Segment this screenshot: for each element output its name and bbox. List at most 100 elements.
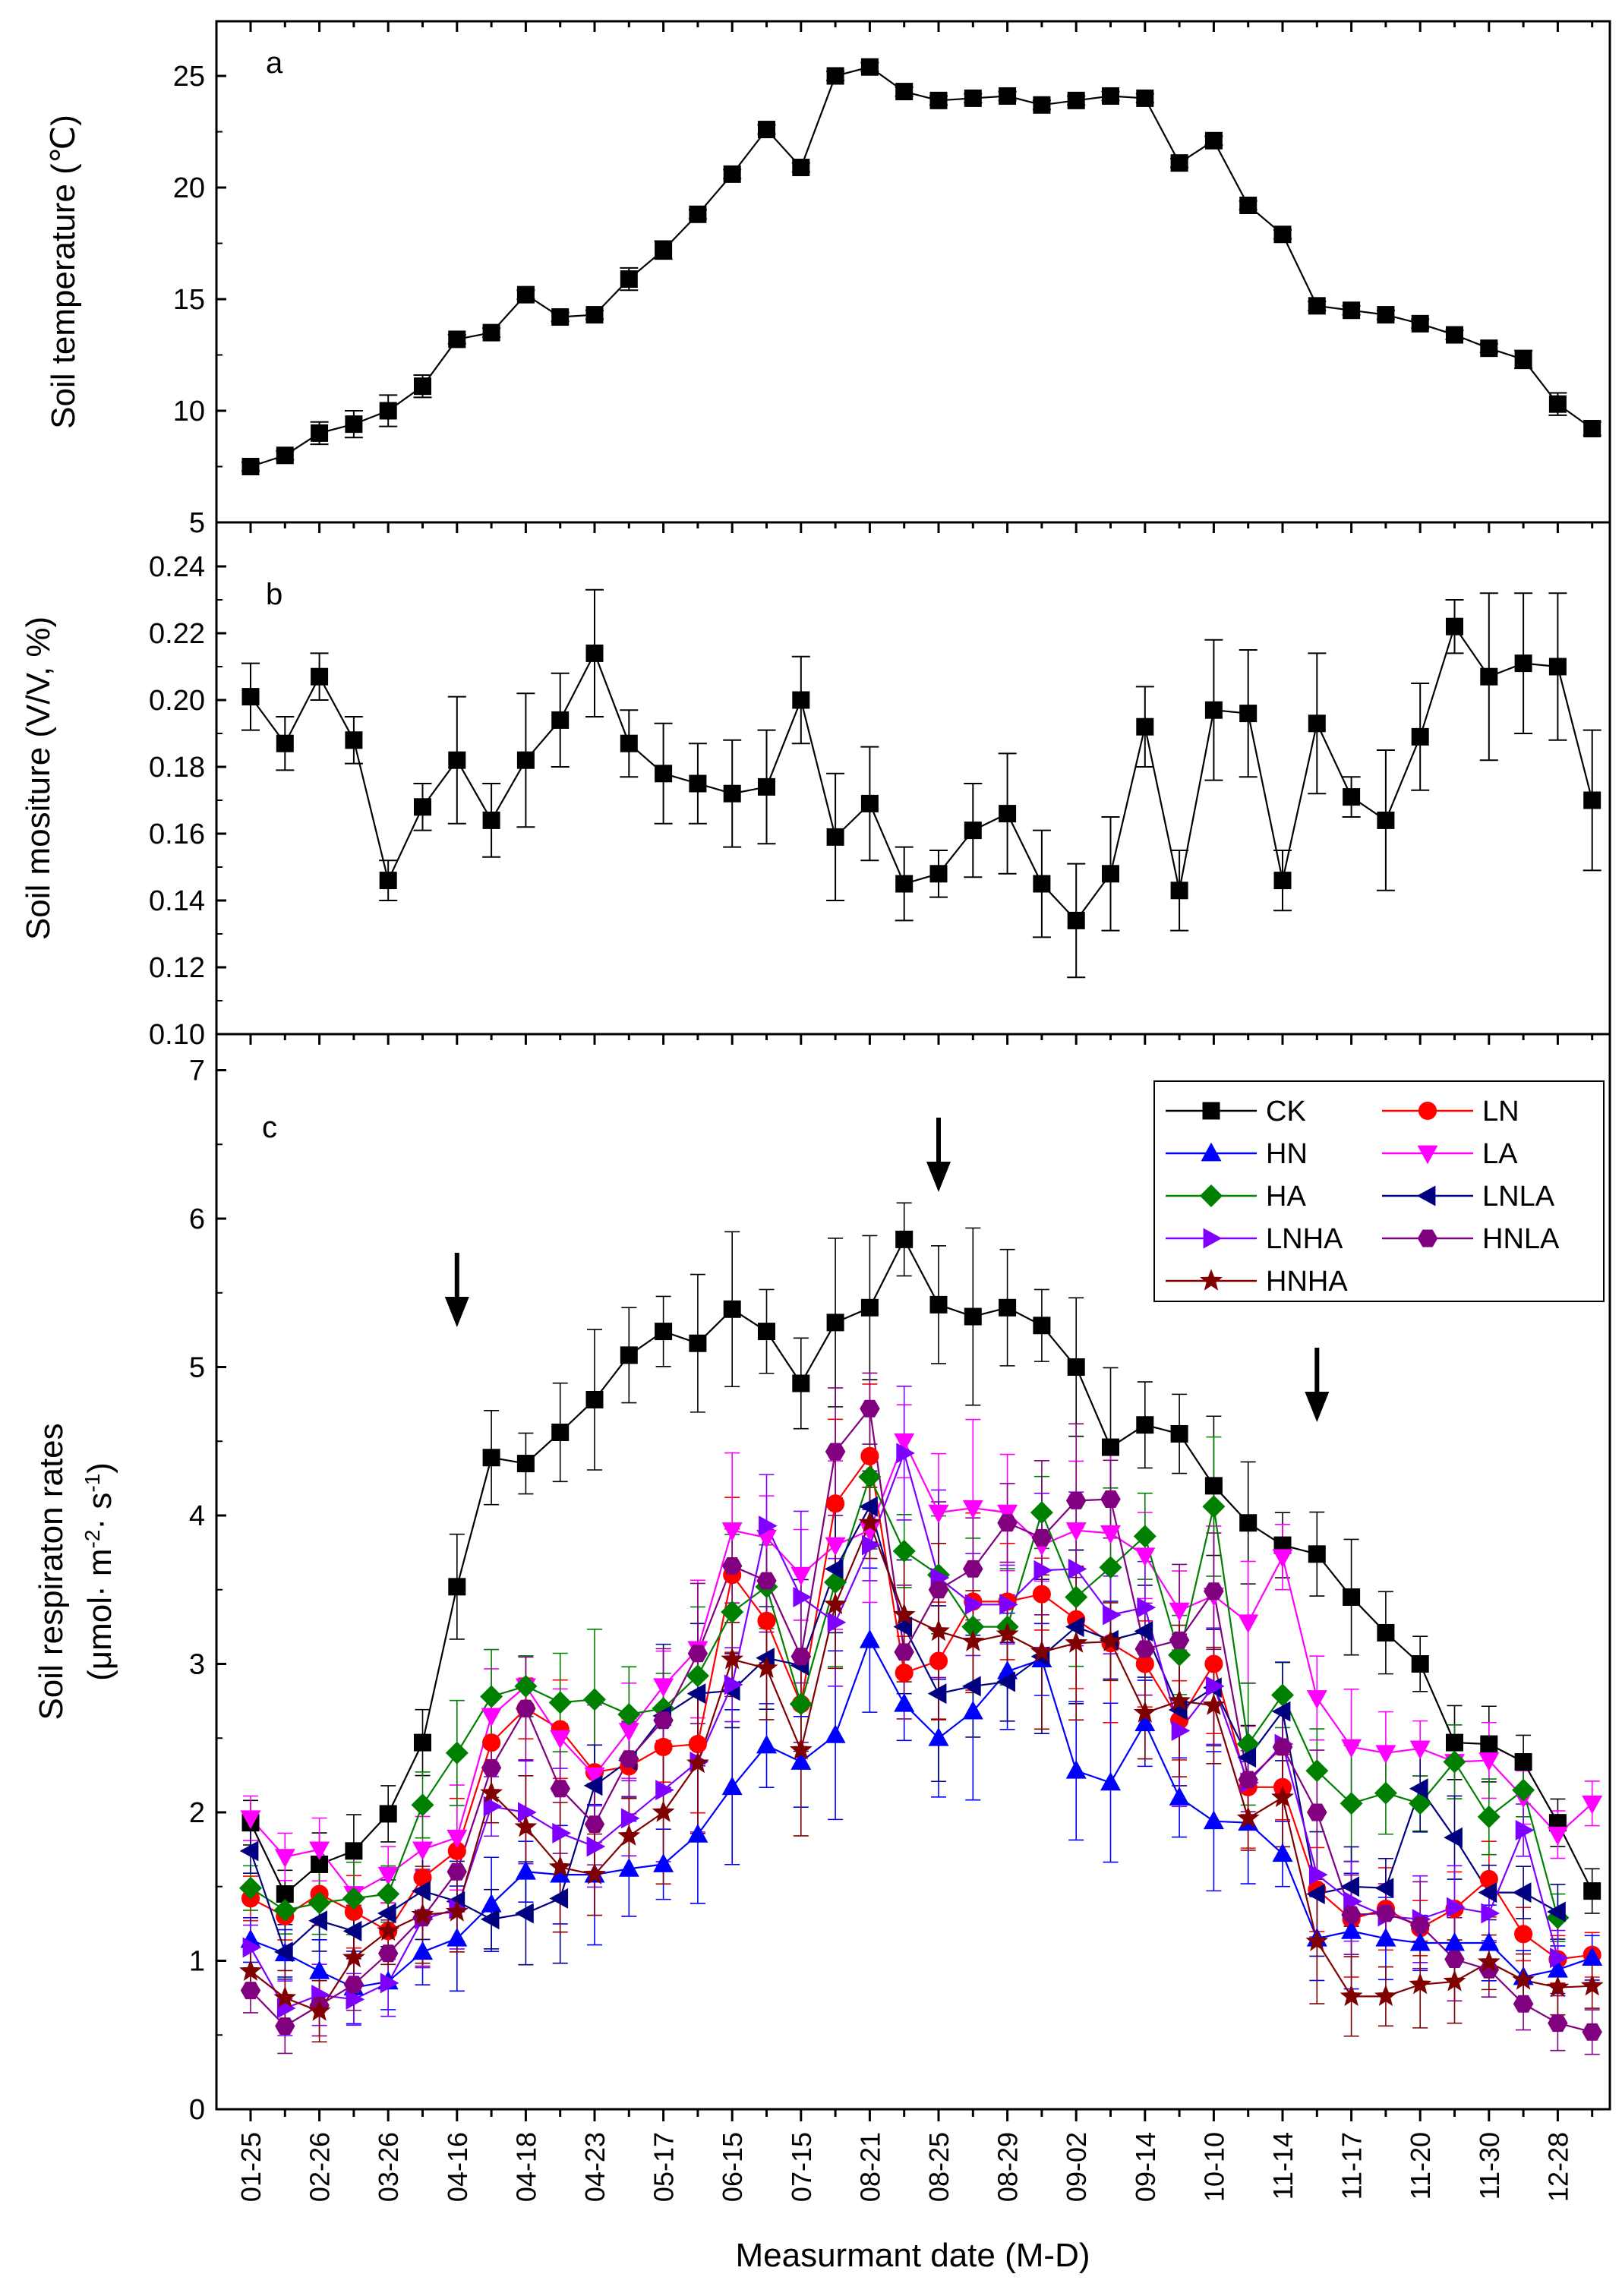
panel-c-point-lnha: [759, 1515, 778, 1537]
panel-c-point-hnla: [584, 1815, 605, 1834]
panel-c-point-ck: [620, 1346, 638, 1364]
panel-c-xtick-label: 04-16: [442, 2132, 473, 2202]
panel-a-point-ck: [689, 205, 707, 223]
panel-c-point-hnha: [1546, 1976, 1570, 1998]
panel-c-point-hn: [1203, 1810, 1224, 1830]
panel-b-point-ck: [1136, 718, 1154, 736]
panel-c-point-hn: [687, 1824, 708, 1843]
legend-label-hn: HN: [1266, 1138, 1308, 1170]
panel-c-point-ha: [1065, 1585, 1088, 1609]
panel-c-point-ha: [1030, 1501, 1053, 1525]
panel-c-point-hnla: [1100, 1490, 1121, 1508]
panel-a-ylabel: Soil temperature (℃): [45, 115, 82, 429]
panel-b-point-ck: [1273, 872, 1292, 890]
panel-c-point-ck: [999, 1298, 1017, 1317]
panel-c-point-hnha: [1340, 1984, 1363, 2007]
panel-c-point-hn: [1100, 1771, 1121, 1791]
panel-c-point-hnla: [997, 1514, 1018, 1532]
panel-c-point-la: [962, 1500, 983, 1519]
panel-c-point-hnha: [1065, 1631, 1088, 1653]
panel-a-point-ck: [1102, 87, 1119, 105]
panel-c-point-hnha: [1236, 1806, 1260, 1828]
panel-c-point-lnha: [552, 1822, 571, 1843]
panel-c-point-lnla: [686, 1683, 706, 1705]
panel-a-label: a: [266, 46, 283, 80]
panel-c-point-lnla: [1444, 1827, 1463, 1848]
panel-c-point-hnha: [996, 1622, 1019, 1645]
panel-b-point-ck: [448, 751, 466, 769]
panel-c-point-la: [1306, 1690, 1327, 1709]
panel-c-point-hn: [309, 1960, 330, 1979]
panel-b-point-ck: [1239, 705, 1258, 723]
panel-b-ytick-label: 0.24: [149, 551, 205, 583]
panel-b-point-ck: [551, 711, 570, 729]
panel-c-point-la: [412, 1841, 433, 1861]
panel-b-point-ck: [689, 774, 707, 793]
panel-b-point-ck: [1446, 617, 1463, 636]
panel-c-point-hn: [859, 1629, 880, 1648]
panel-b-point-ck: [482, 811, 500, 829]
panel-c-point-hn: [447, 1927, 468, 1947]
legend-label-hnha: HNHA: [1266, 1266, 1348, 1298]
panel-a-ytick-label: 20: [173, 172, 205, 204]
panel-c-point-lnla: [515, 1903, 534, 1924]
panel-b-point-ck: [758, 777, 775, 796]
panel-c-point-hnla: [687, 1645, 708, 1663]
panel-b-label: b: [266, 578, 282, 611]
panel-c-xtick-label: 11-17: [1336, 2132, 1368, 2200]
panel-b-ytick-label: 0.20: [149, 685, 205, 717]
panel-c-point-hnla: [790, 1648, 812, 1666]
panel-a-point-ck: [379, 402, 397, 420]
panel-c-ytick-label: 2: [189, 1797, 205, 1829]
panel-c-point-hnla: [894, 1643, 914, 1661]
panel-c-point-hnla: [1548, 2014, 1568, 2033]
panel-c-point-la: [1582, 1795, 1603, 1815]
panel-c-point-hnla: [343, 1976, 364, 1994]
panel-a-point-ck: [1411, 314, 1429, 333]
panel-c-point-ck: [482, 1449, 500, 1467]
panel-b-point-ck: [655, 765, 673, 783]
panel-c-point-lnla: [1409, 1778, 1428, 1799]
panel-c-point-lnla: [480, 1909, 500, 1930]
legend-marker-ck: [1202, 1102, 1220, 1120]
panel-c-point-hnha: [1030, 1640, 1053, 1662]
panel-b-point-ck: [1204, 701, 1223, 719]
panel-a-point-ck: [860, 58, 879, 76]
panel-c-point-hnla: [860, 1399, 880, 1418]
panel-c-point-la: [721, 1522, 743, 1541]
panel-c-point-ck: [723, 1300, 741, 1318]
panel-a-point-ck: [1308, 297, 1326, 315]
panel-c-point-lnla: [412, 1881, 431, 1902]
panel-c-point-ln: [895, 1664, 914, 1683]
panel-a-point-ck: [1067, 91, 1085, 109]
panel-c-point-ck: [1514, 1753, 1532, 1771]
panel-c-point-ha: [582, 1688, 607, 1711]
panel-a-point-ck: [1204, 131, 1223, 150]
panel-c-point-hnha: [1512, 1968, 1535, 1990]
panel-c-point-hn: [721, 1776, 743, 1796]
panel-c-point-ln: [688, 1735, 707, 1754]
panel-c-point-la: [1100, 1525, 1121, 1544]
panel-c-point-hnha: [480, 1780, 503, 1803]
panel-c-point-ck: [689, 1334, 707, 1352]
panel-c-frame: [215, 1033, 1611, 2111]
panel-b-ytick-label: 0.18: [149, 752, 205, 784]
panel-a-point-ck: [723, 165, 741, 183]
panel-a-point-ck: [1583, 420, 1601, 438]
panel-b-point-ck: [792, 691, 810, 709]
panel-b-ytick-label: 0.16: [149, 818, 205, 850]
panel-c-point-hnha: [1409, 1973, 1432, 1995]
panel-c-point-hn: [1134, 1712, 1156, 1732]
panel-c-point-la: [1547, 1826, 1568, 1846]
panel-c-point-hn: [825, 1724, 846, 1743]
panel-c-point-ck: [655, 1323, 673, 1341]
panel-c-point-ck: [345, 1842, 363, 1860]
panel-c-point-hnla: [1169, 1631, 1190, 1649]
panel-a-point-ck: [448, 330, 466, 348]
panel-c-point-lnla: [927, 1683, 947, 1705]
panel-c-point-la: [447, 1829, 468, 1849]
panel-c-point-hnha: [686, 1751, 709, 1774]
panel-c-point-ln: [757, 1611, 776, 1630]
